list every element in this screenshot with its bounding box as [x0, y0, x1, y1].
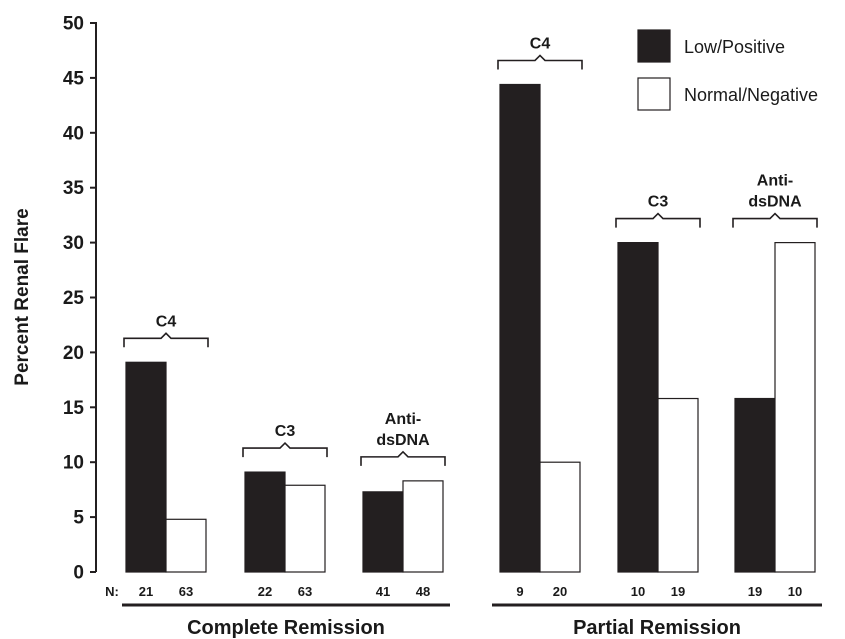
legend: Low/Positive Normal/Negative	[637, 29, 818, 111]
group-label: C4	[530, 35, 551, 52]
legend-swatch-normal-negative	[637, 77, 671, 111]
group-label: dsDNA	[376, 432, 430, 449]
y-tick-label: 15	[63, 398, 85, 419]
legend-label: Low/Positive	[684, 37, 785, 57]
bar-low-positive	[617, 242, 659, 573]
legend-label: Normal/Negative	[684, 85, 818, 105]
group-label: C3	[275, 423, 296, 440]
bar-normal-negative	[539, 461, 581, 573]
n-count-label: 21	[139, 584, 153, 599]
group-bracket	[732, 212, 818, 228]
axis-layer: 0 5 10 15 20 25 30 35 40 45 50 Percent Renal Flare	[12, 14, 97, 584]
n-prefix-label: N:	[105, 584, 119, 599]
y-tick-label: 50	[63, 14, 84, 35]
group-bracket	[497, 54, 583, 70]
y-tick-label: 0	[73, 563, 84, 584]
n-count-label: 10	[631, 584, 645, 599]
y-tick-label: 20	[63, 343, 84, 364]
group-label: Anti-	[757, 173, 793, 190]
n-count-label: 63	[298, 584, 312, 599]
bar-low-positive	[125, 361, 167, 573]
y-tick-label: 25	[63, 288, 85, 309]
bar-normal-negative	[165, 518, 207, 573]
group-label: C4	[156, 313, 177, 330]
bar-low-positive	[499, 83, 541, 573]
bar-normal-negative	[657, 397, 699, 573]
n-count-label: 22	[258, 584, 272, 599]
section-label: Complete Remission	[187, 617, 385, 639]
bar-normal-negative	[774, 242, 816, 573]
y-tick-label: 10	[63, 453, 84, 474]
group-bracket	[242, 441, 328, 458]
section-label: Partial Remission	[573, 617, 741, 639]
y-axis-title: Percent Renal Flare	[12, 208, 33, 385]
group-bracket	[360, 450, 446, 466]
n-count-label: 41	[376, 584, 390, 599]
bar-layer	[125, 83, 816, 573]
y-tick-label: 40	[63, 123, 84, 144]
n-count-label: 19	[748, 584, 762, 599]
n-count-label: 20	[553, 584, 567, 599]
n-count-label: 10	[788, 584, 802, 599]
bar-normal-negative	[284, 484, 326, 573]
legend-swatch-low-positive	[637, 29, 671, 63]
group-label: Anti-	[385, 411, 421, 428]
group-label: C3	[648, 194, 669, 211]
y-tick-label: 35	[63, 178, 85, 199]
bar-low-positive	[362, 491, 404, 573]
group-label: dsDNA	[748, 194, 802, 211]
annotation-layer: N: 21 63 C4 22 63 C3 41 48 Anti-dsDNA Complete Rem…	[105, 35, 822, 639]
bar-low-positive	[734, 397, 776, 573]
n-count-label: 63	[179, 584, 193, 599]
group-bracket	[123, 332, 209, 348]
n-count-label: 48	[416, 584, 430, 599]
bar-low-positive	[244, 471, 286, 573]
n-count-label: 9	[516, 584, 523, 599]
y-tick-label: 45	[63, 68, 85, 89]
y-tick-label: 5	[73, 508, 84, 529]
bar-normal-negative	[402, 480, 444, 573]
group-bracket	[615, 212, 701, 228]
n-count-label: 19	[671, 584, 685, 599]
y-tick-label: 30	[63, 233, 84, 254]
